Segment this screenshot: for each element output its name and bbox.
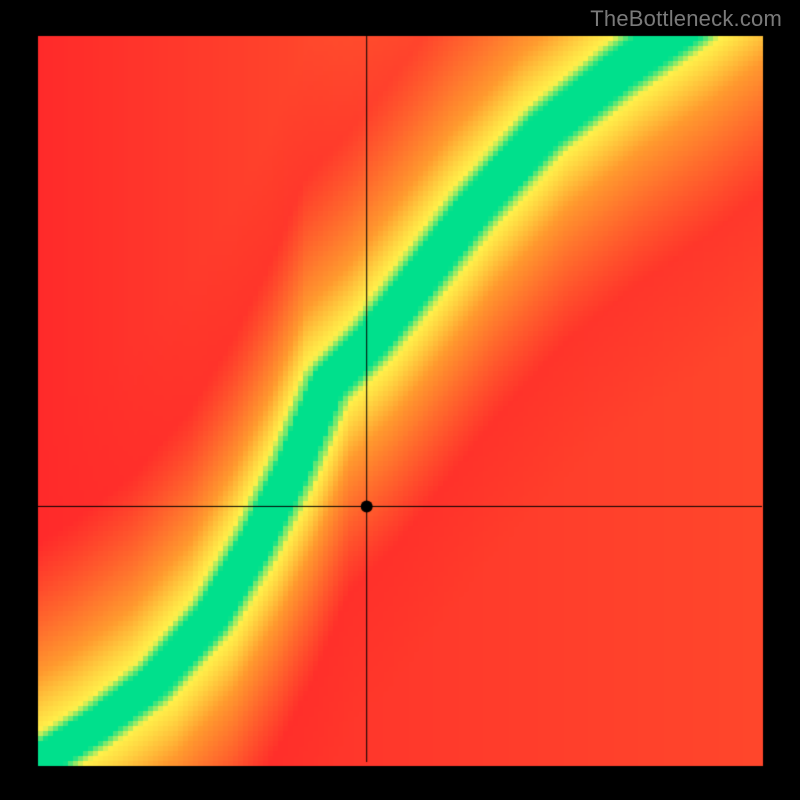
watermark-text: TheBottleneck.com: [590, 6, 782, 32]
chart-container: TheBottleneck.com: [0, 0, 800, 800]
bottleneck-heatmap: [0, 0, 800, 800]
